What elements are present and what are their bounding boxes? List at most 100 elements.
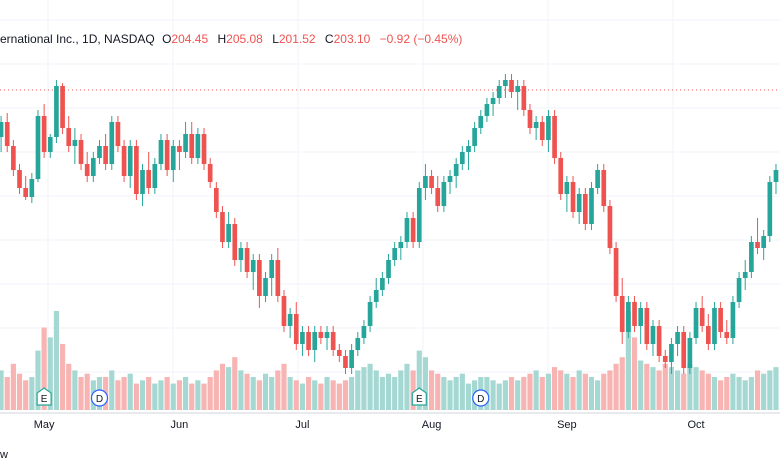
candle-body: [675, 332, 680, 344]
volume-bar: [35, 350, 41, 410]
volume-bar: [398, 370, 404, 410]
volume-bar: [662, 363, 668, 410]
candle-body: [466, 146, 471, 152]
candle-body: [693, 308, 699, 338]
volume-bar: [551, 367, 558, 410]
volume-bar: [349, 377, 355, 410]
volume-bar: [773, 367, 779, 410]
candle-body: [435, 188, 441, 206]
earnings-marker: [411, 387, 427, 406]
volume-bar: [521, 377, 527, 410]
volume-bar: [631, 337, 638, 410]
volume-bar: [207, 377, 213, 410]
candle-body: [355, 338, 361, 350]
volume-bar: [139, 380, 146, 410]
candle-body: [330, 332, 336, 350]
event-marker-letter: E: [41, 394, 48, 405]
candle-body: [613, 248, 619, 296]
volume-bar: [459, 373, 465, 410]
volume-bar: [674, 370, 681, 410]
volume-bar: [355, 370, 361, 410]
event-marker-letter: D: [477, 394, 484, 405]
candle-body: [35, 116, 41, 179]
volume-bar: [262, 373, 269, 410]
candle-body: [152, 164, 158, 188]
volume-bar: [195, 380, 201, 410]
volume-bar: [502, 380, 508, 410]
symbol-label[interactable]: ernational Inc., 1D, NASDAQ: [0, 32, 155, 46]
candle-body: [718, 308, 723, 332]
volume-bar: [650, 367, 656, 410]
volume-bar: [23, 380, 29, 410]
candle-body: [416, 188, 422, 242]
volume-bar: [465, 383, 472, 410]
candle-body: [773, 170, 779, 182]
candle-body: [533, 122, 539, 128]
volume-bar: [361, 367, 367, 410]
volume-bar: [281, 363, 287, 410]
volume-bar: [330, 380, 336, 410]
volume-bar: [392, 377, 398, 410]
candle-body: [164, 140, 170, 170]
volume-bar: [219, 363, 226, 410]
volume-bar: [441, 377, 447, 410]
candle-body: [312, 332, 318, 350]
candle-body: [761, 236, 767, 248]
candle-body: [115, 122, 121, 146]
volume-bar: [619, 357, 625, 410]
candle-body: [238, 248, 244, 260]
candle-body: [367, 302, 373, 326]
x-tick-label: Oct: [687, 419, 704, 431]
volume-bar: [761, 373, 767, 410]
volume-bar: [133, 383, 139, 410]
candle-body: [410, 218, 416, 242]
candle-body: [582, 194, 588, 224]
candle-body: [392, 248, 398, 260]
dividend-marker: [472, 389, 490, 407]
volume-bar: [213, 370, 219, 410]
candle-body: [263, 278, 268, 296]
candle-body: [97, 146, 102, 158]
volume-bar: [576, 370, 582, 410]
volume-bar: [342, 380, 349, 410]
volume-bar: [582, 373, 588, 410]
volume-bar: [66, 363, 72, 410]
volume-bar: [699, 370, 705, 410]
candle-body: [687, 338, 693, 368]
candle-body: [521, 86, 527, 110]
candle-body: [281, 296, 287, 326]
candle-body: [429, 176, 434, 188]
candle-body: [558, 158, 564, 194]
candle-body: [275, 260, 281, 296]
timeframe-label[interactable]: w: [0, 449, 8, 461]
volume-bar: [312, 380, 318, 410]
event-marker-letter: D: [96, 394, 103, 405]
volume-bar: [336, 383, 342, 410]
low-label: L: [272, 32, 279, 46]
candle-body: [490, 98, 496, 104]
volume-bar: [533, 370, 539, 410]
candle-body: [681, 332, 687, 368]
volume-bar: [681, 373, 687, 410]
volume-bar: [201, 383, 207, 410]
volume-bar: [164, 377, 170, 410]
candle-body: [324, 332, 330, 338]
candle-body: [29, 179, 35, 197]
volume-bar: [490, 380, 496, 410]
candle-body: [619, 296, 625, 332]
candle-body: [496, 86, 502, 98]
candle-body: [736, 278, 742, 302]
candle-body: [47, 137, 53, 152]
volume-bar: [644, 363, 650, 410]
volume-bar: [158, 380, 164, 410]
volume-bar: [256, 380, 262, 410]
volume-bar: [638, 360, 644, 410]
candle-body: [472, 128, 477, 146]
volume-bar: [41, 327, 47, 410]
candle-body: [712, 308, 717, 344]
volume-bar: [656, 370, 662, 410]
volume-bar: [84, 373, 90, 410]
volume-bar: [29, 377, 35, 410]
